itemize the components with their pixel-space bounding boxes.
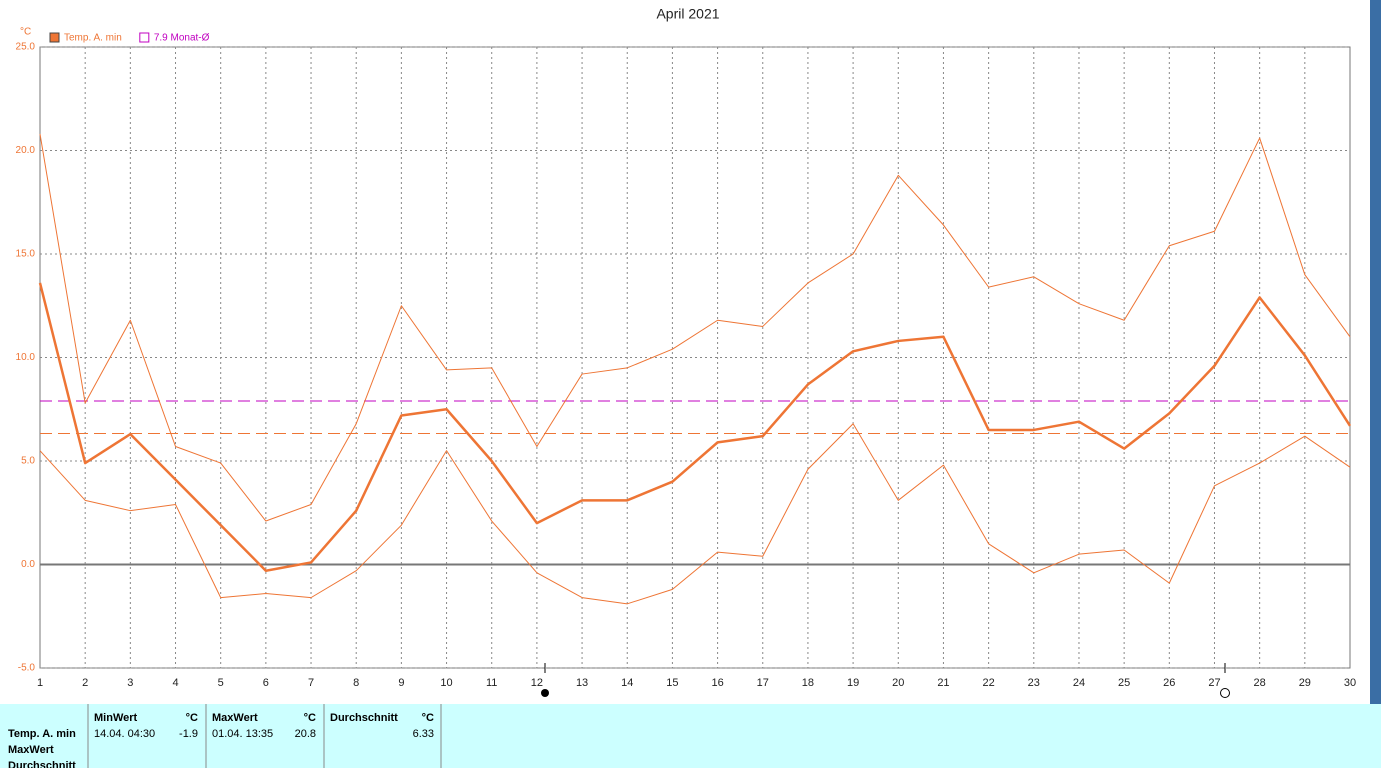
col-header: MaxWert — [212, 712, 258, 724]
x-tick-label: 11 — [486, 677, 497, 689]
series-line — [39, 423, 1351, 605]
x-tick-label: 6 — [263, 677, 269, 689]
x-tick-label: 28 — [1254, 677, 1266, 689]
x-tick-label: 4 — [172, 677, 178, 689]
x-tick-label: 2 — [82, 677, 88, 689]
x-tick-label: 7 — [308, 677, 314, 689]
row-label: Durchschnitt — [8, 760, 76, 768]
y-unit: °C — [20, 27, 31, 38]
legend-label: Temp. A. min — [64, 33, 122, 44]
y-tick-label: 10.0 — [16, 352, 36, 363]
x-tick-label: 18 — [802, 677, 814, 689]
stats-panel — [0, 704, 1381, 768]
x-tick-label: 1 — [37, 677, 43, 689]
legend-swatch — [49, 32, 60, 43]
x-tick-label: 12 — [531, 677, 543, 689]
cell-time: 01.04. 13:35 — [212, 728, 273, 740]
desktop-edge — [1370, 0, 1381, 768]
x-tick-label: 5 — [218, 677, 224, 689]
stats-row-labels: Temp. A. min MaxWert Durchschnitt — [8, 728, 76, 768]
x-tick-label: 16 — [711, 677, 723, 689]
x-tick-label: 10 — [440, 677, 452, 689]
x-tick-label: 19 — [847, 677, 859, 689]
x-tick-label: 15 — [666, 677, 678, 689]
x-tick-label: 29 — [1299, 677, 1311, 689]
legend-label: 7.9 Monat-Ø — [154, 33, 210, 44]
y-tick-label: 20.0 — [16, 145, 36, 156]
x-tick-label: 26 — [1163, 677, 1175, 689]
y-tick-label: 15.0 — [16, 249, 36, 260]
stats-dividers — [87, 704, 442, 768]
x-tick-label: 20 — [892, 677, 904, 689]
legend-swatch — [139, 32, 150, 43]
x-tick-label: 30 — [1344, 677, 1356, 689]
x-tick-label: 22 — [982, 677, 994, 689]
row-label: MaxWert — [8, 744, 54, 756]
x-tick-label: 9 — [398, 677, 404, 689]
x-tick-label: 24 — [1073, 677, 1085, 689]
x-tick-label: 25 — [1118, 677, 1130, 689]
full-moon-icon — [1220, 688, 1230, 698]
row-label: Temp. A. min — [8, 728, 76, 740]
y-tick-label: 25.0 — [16, 42, 36, 53]
x-tick-label: 13 — [576, 677, 588, 689]
series-line — [39, 133, 1351, 522]
cell-time: 14.04. 04:30 — [94, 728, 155, 740]
x-tick-label: 27 — [1208, 677, 1220, 689]
x-tick-label: 3 — [127, 677, 133, 689]
col-unit: °C — [186, 712, 198, 724]
x-tick-label: 23 — [1028, 677, 1040, 689]
col-header: MinWert — [94, 712, 138, 724]
y-tick-label: 0.0 — [21, 559, 35, 570]
new-moon-icon — [541, 689, 549, 697]
col-header: Durchschnitt — [330, 712, 398, 724]
x-tick-label: 17 — [757, 677, 769, 689]
chart-title: April 2021 — [656, 6, 719, 22]
cell-value: -1.9 — [179, 728, 198, 740]
y-tick-label: 5.0 — [21, 456, 35, 467]
col-unit: °C — [422, 712, 434, 724]
x-tick-label: 8 — [353, 677, 359, 689]
cell-value: 6.33 — [413, 728, 434, 740]
cell-value: 20.8 — [295, 728, 316, 740]
x-tick-label: 21 — [937, 677, 949, 689]
y-tick-label: -5.0 — [18, 663, 36, 674]
col-unit: °C — [304, 712, 316, 724]
series-line — [38, 282, 1352, 572]
x-tick-label: 14 — [621, 677, 633, 689]
